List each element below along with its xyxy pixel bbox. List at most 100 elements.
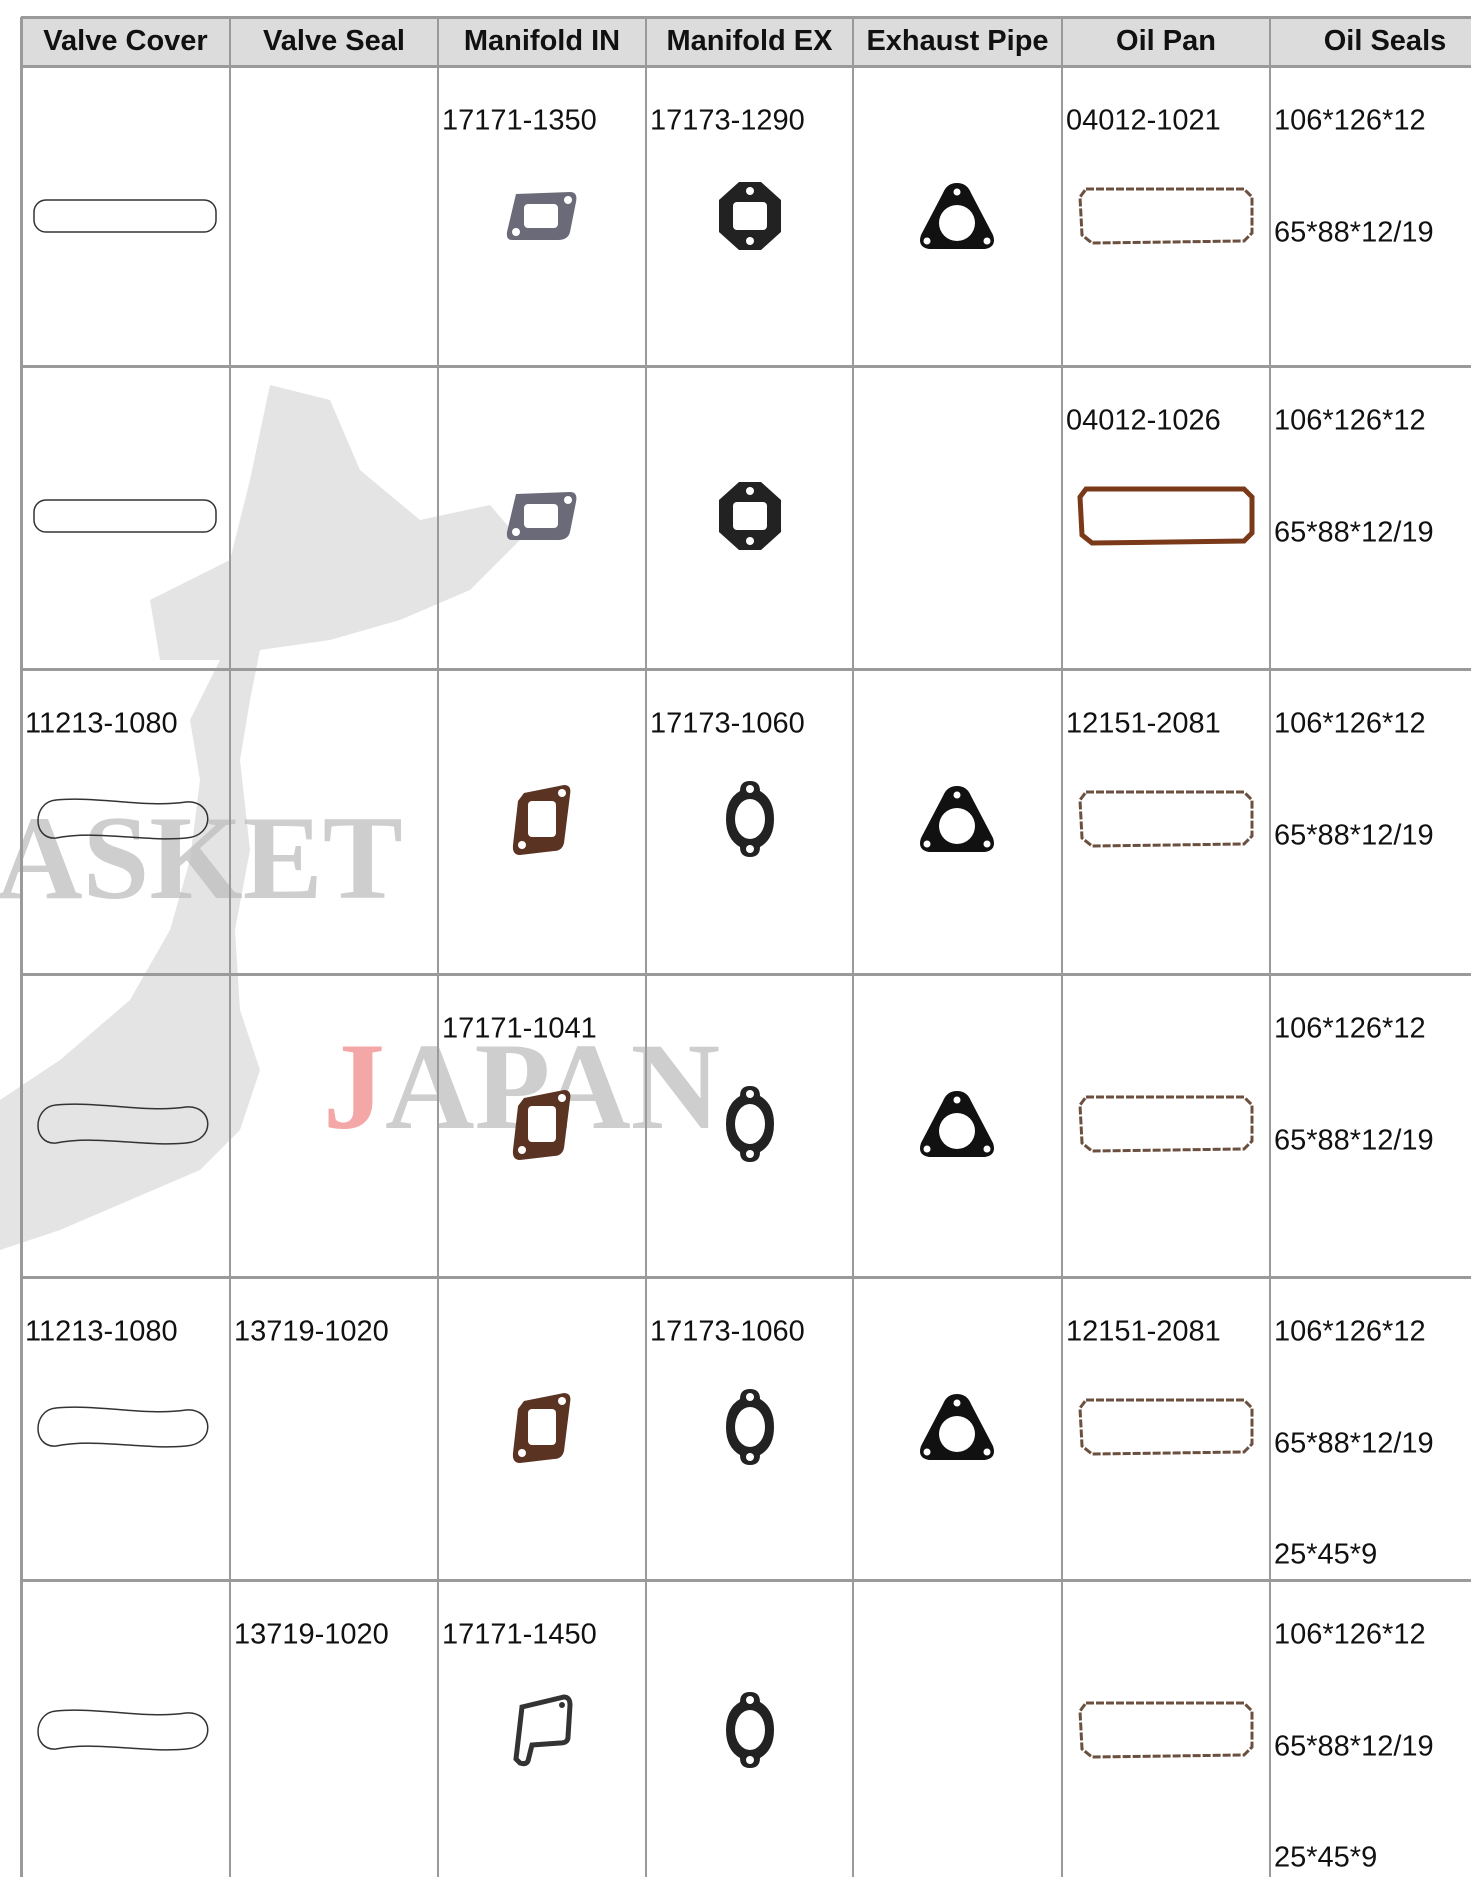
gasket-image bbox=[36, 1402, 214, 1457]
gasket-image bbox=[917, 1089, 997, 1164]
column-border bbox=[852, 17, 854, 1877]
cell-text: 04012-1026 bbox=[1066, 404, 1221, 437]
cell-text: 65*88*12/19 bbox=[1274, 1730, 1434, 1763]
gasket-image bbox=[32, 496, 218, 541]
table-cell: 106*126*12 65*88*12/19 bbox=[1270, 669, 1471, 974]
table-cell bbox=[230, 366, 438, 669]
row-border bbox=[21, 16, 1471, 19]
gasket-image bbox=[724, 1084, 776, 1169]
cell-text: 65*88*12/19 bbox=[1274, 1124, 1434, 1157]
header-cell: Valve Cover bbox=[21, 17, 230, 66]
column-border bbox=[229, 17, 231, 1877]
gasket-image bbox=[717, 180, 783, 257]
table-cell: 106*126*12 65*88*12/19 bbox=[1270, 366, 1471, 669]
header-cell: Exhaust Pipe bbox=[853, 17, 1062, 66]
column-border bbox=[437, 17, 439, 1877]
table-cell bbox=[646, 1580, 853, 1877]
cell-text: 65*88*12/19 bbox=[1274, 216, 1434, 249]
table-cell bbox=[438, 1277, 646, 1580]
table-cell: 106*126*12 65*88*12/19 bbox=[1270, 66, 1471, 366]
gasket-image bbox=[510, 1693, 574, 1772]
cell-text: 106*126*12 bbox=[1274, 707, 1426, 740]
gasket-image bbox=[510, 1389, 574, 1470]
cell-text: 17171-1350 bbox=[442, 104, 597, 137]
cell-text: 65*88*12/19 bbox=[1274, 819, 1434, 852]
cell-text: 17171-1041 bbox=[442, 1012, 597, 1045]
cell-text: 13719-1020 bbox=[234, 1315, 389, 1348]
column-border bbox=[645, 17, 647, 1877]
table-cell bbox=[853, 669, 1062, 974]
table-cell bbox=[853, 1580, 1062, 1877]
gasket-image bbox=[724, 1690, 776, 1775]
cell-text: 17173-1060 bbox=[650, 707, 805, 740]
gasket-image bbox=[1076, 1093, 1256, 1160]
table-cell bbox=[230, 669, 438, 974]
cell-text: 106*126*12 bbox=[1274, 1012, 1426, 1045]
table-cell: 106*126*12 65*88*12/19 25*45*9 bbox=[1270, 1277, 1471, 1580]
gasket-image bbox=[917, 784, 997, 859]
table-cell bbox=[438, 366, 646, 669]
table-cell bbox=[646, 366, 853, 669]
table-cell bbox=[1062, 1580, 1270, 1877]
table-cell: 17171-1450 bbox=[438, 1580, 646, 1877]
column-border bbox=[20, 17, 23, 1877]
table-cell: 11213-1080 bbox=[21, 1277, 230, 1580]
cell-text: 17173-1290 bbox=[650, 104, 805, 137]
table-cell: 106*126*12 65*88*12/19 25*45*9 bbox=[1270, 1580, 1471, 1877]
table-cell: 106*126*12 65*88*12/19 bbox=[1270, 974, 1471, 1277]
table-cell bbox=[230, 66, 438, 366]
gasket-image bbox=[1076, 1699, 1256, 1766]
table-cell bbox=[853, 1277, 1062, 1580]
table-cell: 13719-1020 bbox=[230, 1277, 438, 1580]
header-cell: Oil Pan bbox=[1062, 17, 1270, 66]
table-cell: 13719-1020 bbox=[230, 1580, 438, 1877]
table-cell bbox=[21, 974, 230, 1277]
table-cell: 04012-1021 bbox=[1062, 66, 1270, 366]
cell-text: 25*45*9 bbox=[1274, 1538, 1378, 1571]
table-cell bbox=[230, 974, 438, 1277]
gasket-image bbox=[1076, 185, 1256, 252]
table-cell bbox=[853, 66, 1062, 366]
table-cell bbox=[1062, 974, 1270, 1277]
table-cell: 04012-1026 bbox=[1062, 366, 1270, 669]
cell-text: 106*126*12 bbox=[1274, 104, 1426, 137]
gasket-image bbox=[510, 1086, 574, 1167]
row-border bbox=[21, 1579, 1471, 1582]
table-cell: 17173-1290 bbox=[646, 66, 853, 366]
table-cell bbox=[438, 669, 646, 974]
cell-text: 12151-2081 bbox=[1066, 1315, 1221, 1348]
table-cell bbox=[21, 366, 230, 669]
header-cell: Oil Seals bbox=[1270, 17, 1471, 66]
cell-text: 65*88*12/19 bbox=[1274, 1427, 1434, 1460]
table-cell: 17173-1060 bbox=[646, 669, 853, 974]
gasket-image bbox=[504, 488, 580, 549]
cell-text: 106*126*12 bbox=[1274, 404, 1426, 437]
gasket-image bbox=[1076, 485, 1256, 552]
cell-text: 11213-1080 bbox=[25, 707, 178, 740]
table-cell: 11213-1080 bbox=[21, 669, 230, 974]
cell-text: 17173-1060 bbox=[650, 1315, 805, 1348]
cell-text: 106*126*12 bbox=[1274, 1618, 1426, 1651]
gasket-image bbox=[724, 1387, 776, 1472]
gasket-image bbox=[510, 781, 574, 862]
table-cell: 17173-1060 bbox=[646, 1277, 853, 1580]
row-border bbox=[21, 1276, 1471, 1279]
cell-text: 17171-1450 bbox=[442, 1618, 597, 1651]
header-cell: Valve Seal bbox=[230, 17, 438, 66]
gasket-image bbox=[717, 480, 783, 557]
gasket-image bbox=[32, 196, 218, 241]
gasket-image bbox=[917, 1392, 997, 1467]
table-cell bbox=[853, 366, 1062, 669]
cell-text: 106*126*12 bbox=[1274, 1315, 1426, 1348]
header-cell: Manifold IN bbox=[438, 17, 646, 66]
table-cell: 17171-1041 bbox=[438, 974, 646, 1277]
gasket-image bbox=[1076, 788, 1256, 855]
column-border bbox=[1269, 17, 1271, 1877]
gasket-image bbox=[36, 1099, 214, 1154]
cell-text: 12151-2081 bbox=[1066, 707, 1221, 740]
row-border bbox=[21, 973, 1471, 976]
gasket-image bbox=[36, 1705, 214, 1760]
row-border bbox=[21, 668, 1471, 671]
cell-text: 11213-1080 bbox=[25, 1315, 178, 1348]
